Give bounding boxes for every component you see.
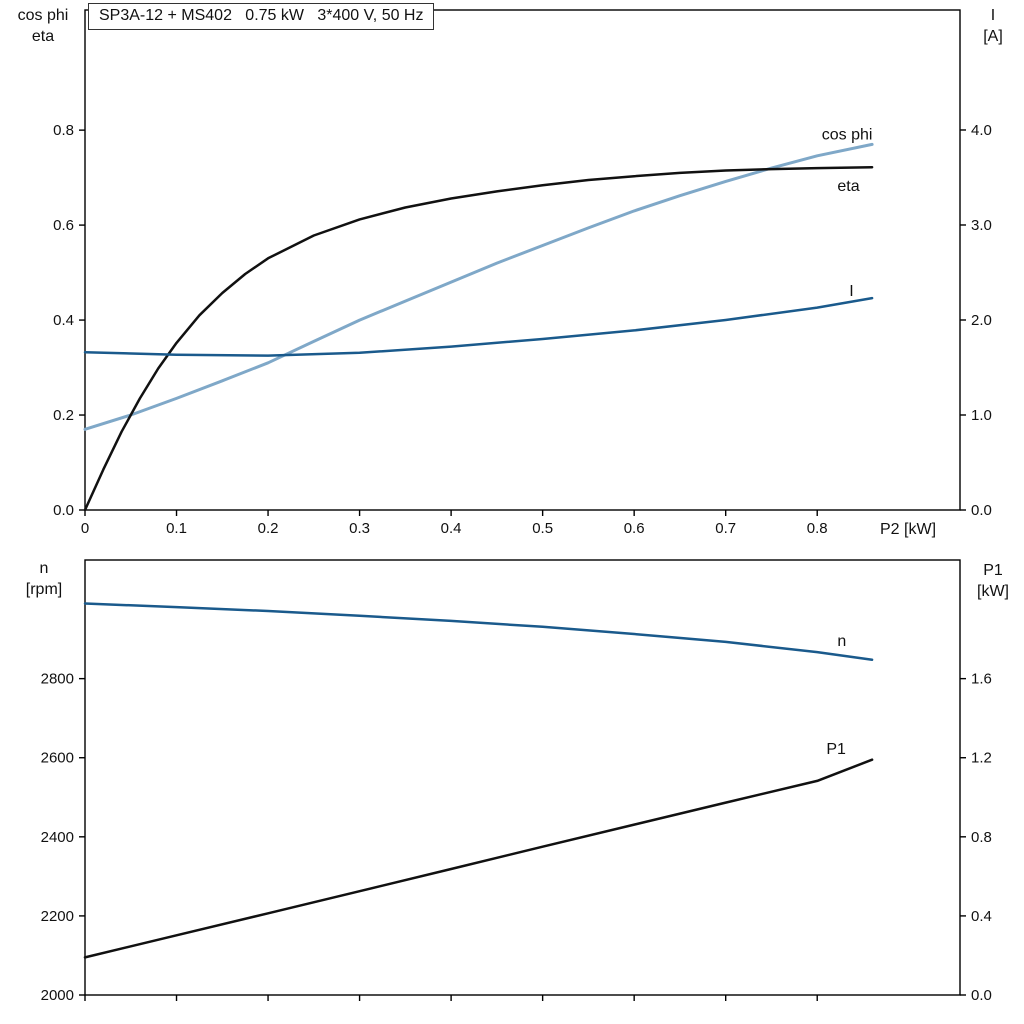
left-tick-label: 2400: [41, 829, 74, 846]
x-tick-label: 0.1: [166, 520, 187, 537]
left-tick-label: 2800: [41, 671, 74, 688]
chart-title: SP3A-12 + MS402 0.75 kW 3*400 V, 50 Hz: [88, 3, 435, 30]
right-tick-label: 0.8: [971, 829, 992, 846]
left-tick-label: 0.6: [53, 217, 74, 234]
curve-label-eta: eta: [837, 178, 859, 195]
right-tick-label: 0.4: [971, 908, 992, 925]
x-tick-label: 0.5: [532, 520, 553, 537]
x-tick-label: 0: [81, 520, 89, 537]
right-tick-label: 0.0: [971, 502, 992, 519]
bottom-right-axis-title-line1: P1: [983, 562, 1003, 579]
bottom-left-axis-title-line2: [rpm]: [25, 581, 63, 598]
curve-cos-phi: [83, 142, 874, 431]
bottom-right-axis-title-line2: [kW]: [977, 583, 1009, 600]
x-tick-label: 0.4: [441, 520, 462, 537]
bottom-left-axis-title-line1: n: [39, 560, 49, 577]
top-right-axis-title-line2: [A]: [983, 28, 1003, 45]
chart-bottom: 2000 2200 2400 2600 2800 0.0 0.4 0.8 1.2 1.6 n P1: [41, 559, 992, 1004]
left-tick-label: 0.8: [53, 122, 74, 139]
right-tick-label: 2.0: [971, 312, 992, 329]
x-tick-label: 0.6: [624, 520, 645, 537]
right-tick-label: 1.2: [971, 750, 992, 767]
chart-top: 0 0.1 0.2 0.3 0.4 0.5 0.6 0.7 0.8 0.0 0.2 0.4 0.6 0.8…: [53, 9, 992, 538]
x-tick-label: 0.2: [258, 520, 279, 537]
right-tick-label: 3.0: [971, 217, 992, 234]
bottom-left-axis-title: n [rpm]: [10, 558, 78, 600]
plot-frame: [84, 559, 961, 996]
top-right-axis-title: I [A]: [968, 5, 1018, 47]
left-tick-label: 0.2: [53, 407, 74, 424]
right-tick-label: 1.0: [971, 407, 992, 424]
plot-frame: [84, 9, 961, 511]
x-tick-label: 0.8: [807, 520, 828, 537]
left-tick-label: 0.4: [53, 312, 74, 329]
top-left-axis-title: cos phi eta: [4, 5, 82, 47]
left-tick-label: 2600: [41, 750, 74, 767]
x-tick-label: 0.3: [349, 520, 370, 537]
bottom-right-axis-title: P1 [kW]: [966, 560, 1020, 602]
curve-speed: [83, 602, 874, 661]
curve-label-p1: P1: [826, 741, 846, 758]
left-tick-label: 0.0: [53, 502, 74, 519]
left-tick-label: 2200: [41, 908, 74, 925]
curve-eta: [83, 165, 874, 512]
right-tick-label: 1.6: [971, 671, 992, 688]
curve-current: [83, 296, 874, 357]
curve-label-speed: n: [837, 633, 846, 650]
top-left-axis-title-line2: eta: [31, 28, 55, 45]
left-tick-label: 2000: [41, 987, 74, 1004]
curve-label-current: I: [849, 283, 853, 300]
x-axis-label: P2 [kW]: [880, 521, 936, 538]
x-tick-label: 0.7: [715, 520, 736, 537]
top-right-axis-title-line1: I: [990, 7, 996, 24]
right-tick-label: 0.0: [971, 987, 992, 1004]
curve-label-cos-phi: cos phi: [822, 127, 873, 144]
curve-p1: [83, 758, 874, 959]
top-left-axis-title-line1: cos phi: [17, 7, 69, 24]
right-tick-label: 4.0: [971, 122, 992, 139]
